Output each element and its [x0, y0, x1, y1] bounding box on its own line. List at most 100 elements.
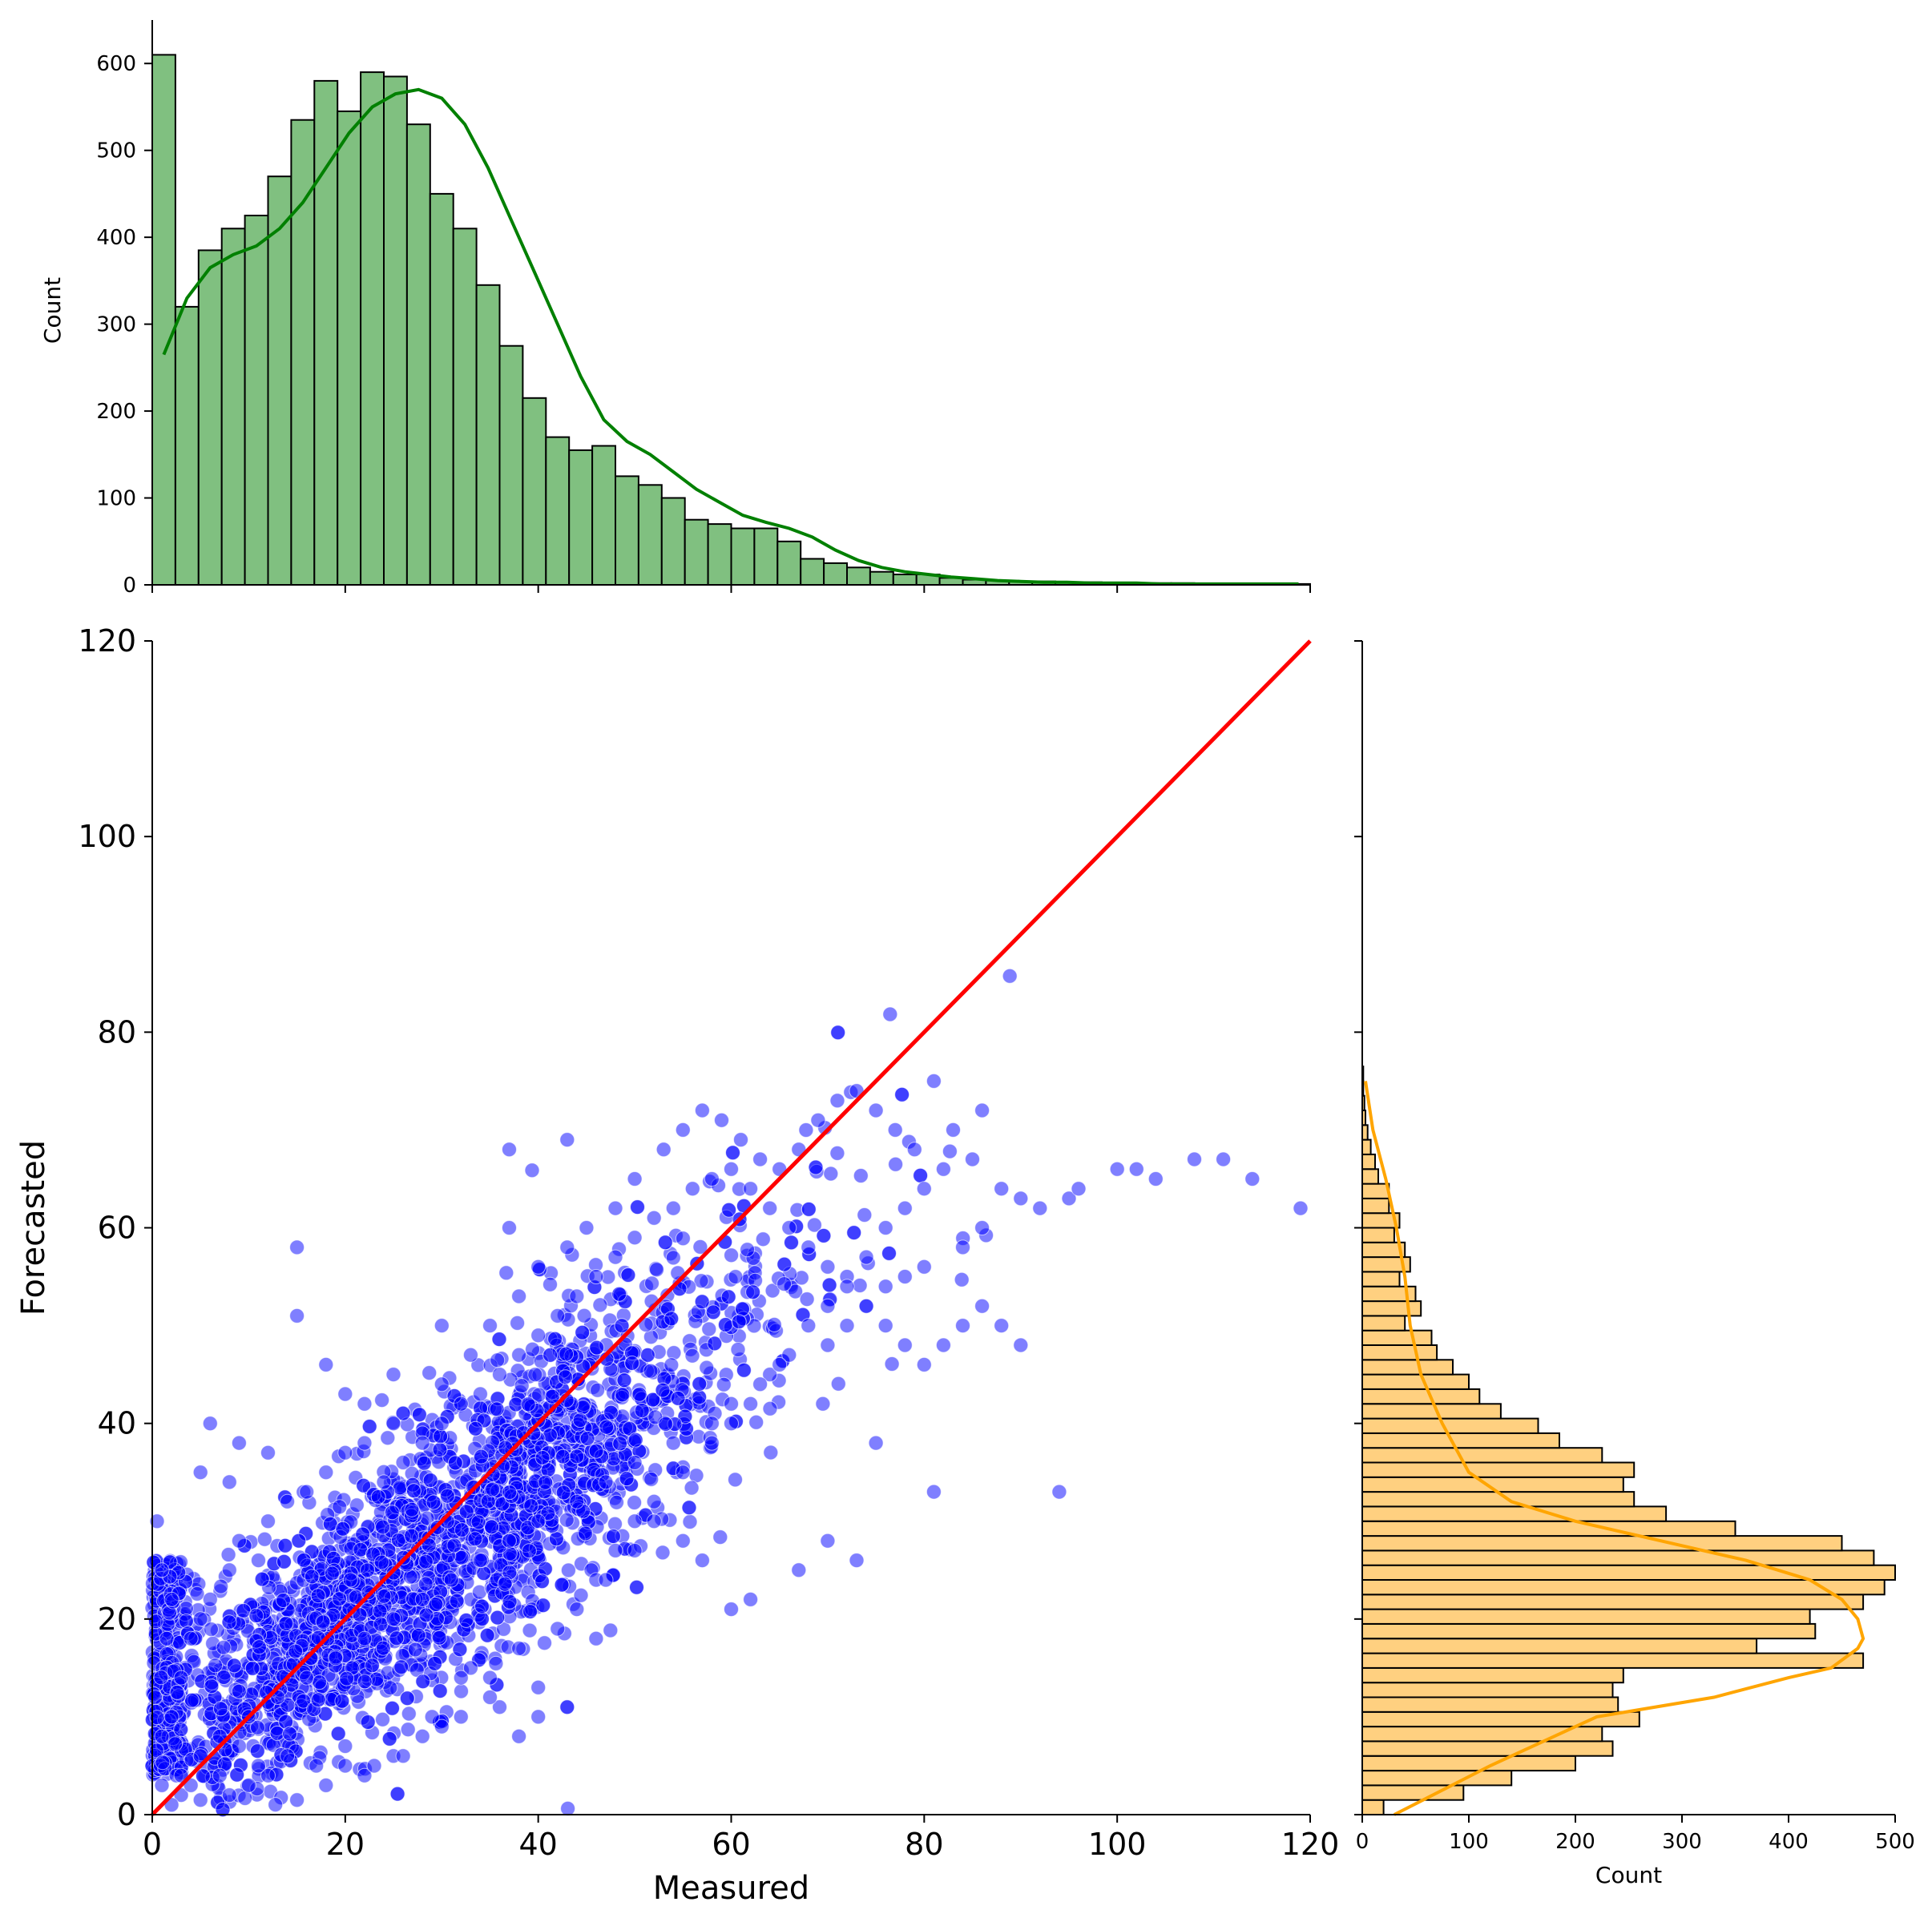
top-histogram-bar — [197, 249, 223, 586]
scatter-point — [216, 1670, 232, 1685]
scatter-point — [382, 1680, 398, 1696]
scatter-point — [624, 1356, 640, 1371]
scatter-point — [830, 1376, 846, 1392]
scatter-point — [288, 1643, 304, 1659]
scatter-point — [249, 1719, 265, 1735]
scatter-point — [815, 1396, 831, 1412]
scatter-point — [537, 1635, 552, 1651]
scatter-point — [337, 1386, 353, 1402]
scatter-point — [675, 1122, 691, 1138]
scatter-point — [395, 1405, 411, 1421]
right-histogram-bar — [1361, 1461, 1636, 1478]
right-histogram-bar — [1361, 1608, 1811, 1625]
scatter-point — [798, 1122, 814, 1138]
scatter-point — [342, 1572, 358, 1588]
x-tick-label: 80 — [905, 1827, 943, 1862]
scatter-point — [630, 1199, 645, 1215]
scatter-point — [955, 1318, 970, 1334]
scatter-point — [684, 1480, 700, 1496]
y-tick-label: 120 — [78, 623, 136, 659]
scatter-point — [163, 1709, 179, 1725]
right-histogram-bar — [1361, 1740, 1614, 1757]
scatter-point — [762, 1367, 778, 1383]
scatter-point — [852, 1278, 868, 1293]
scatter-point — [820, 1259, 836, 1275]
scatter-point — [550, 1308, 566, 1324]
scatter-point — [511, 1641, 527, 1656]
right-histogram-bar — [1361, 1696, 1619, 1713]
x-axis-label: Measured — [653, 1870, 809, 1907]
scatter-point — [731, 1314, 747, 1330]
scatter-point — [755, 1231, 771, 1247]
scatter-point — [485, 1481, 501, 1497]
scatter-point — [725, 1145, 740, 1161]
scatter-point — [446, 1537, 462, 1553]
right-histogram-bar — [1361, 1770, 1513, 1787]
scatter-point — [221, 1614, 237, 1630]
top-histogram-bar — [615, 475, 639, 586]
scatter-point — [743, 1396, 759, 1412]
scatter-point — [897, 1200, 913, 1216]
scatter-point — [434, 1416, 450, 1432]
scatter-point — [609, 1494, 624, 1510]
scatter-point — [443, 1572, 459, 1588]
scatter-axes: 0 20 40 60 80 100 120 0 20 40 60 80 100 120 — [78, 623, 1339, 1862]
scatter-point — [215, 1802, 231, 1818]
scatter-point — [707, 1336, 723, 1352]
right-x-tick-label: 200 — [1555, 1830, 1595, 1854]
scatter-point — [195, 1768, 211, 1784]
top-y-tick-label: 500 — [96, 139, 136, 163]
scatter-point — [829, 1145, 845, 1161]
scatter-point — [534, 1450, 551, 1465]
scatter-point — [375, 1711, 390, 1727]
right-histogram-bar — [1361, 1520, 1736, 1537]
right-histogram-bar — [1361, 1271, 1401, 1287]
y-tick-label: 100 — [78, 819, 136, 854]
scatter-point — [381, 1731, 397, 1747]
scatter-point — [299, 1484, 315, 1500]
scatter-point — [598, 1572, 614, 1588]
scatter-point — [645, 1392, 661, 1408]
top-histogram-axes: 0 100 200 300 400 500 600 — [96, 20, 1311, 598]
scatter-point — [289, 1792, 305, 1808]
scatter-point — [530, 1709, 547, 1725]
scatter-point — [421, 1537, 437, 1553]
scatter-point — [578, 1525, 594, 1541]
top-histogram-bar — [174, 305, 200, 586]
right-histogram-bar — [1361, 1505, 1668, 1522]
scatter-point — [296, 1693, 312, 1709]
scatter-point — [821, 1277, 837, 1293]
scatter-point — [627, 1171, 643, 1187]
scatter-point — [897, 1269, 913, 1284]
scatter-point — [704, 1435, 720, 1451]
scatter-point — [916, 1259, 932, 1275]
right-histogram-bar — [1361, 1726, 1603, 1743]
scatter-point — [411, 1407, 427, 1423]
scatter-point — [559, 1512, 575, 1528]
scatter-point — [355, 1526, 371, 1542]
scatter-point — [337, 1444, 353, 1461]
scatter-point — [752, 1151, 768, 1167]
scatter-point — [665, 1200, 681, 1216]
scatter-point — [1071, 1181, 1087, 1197]
scatter-point — [332, 1499, 348, 1515]
scatter-point — [380, 1430, 396, 1446]
scatter-point — [926, 1073, 942, 1089]
scatter-point — [823, 1166, 839, 1182]
scatter-point — [352, 1607, 368, 1623]
top-histogram-bar — [637, 484, 663, 586]
scatter-point — [572, 1412, 588, 1428]
scatter-point — [740, 1242, 756, 1258]
scatter-point — [339, 1670, 355, 1686]
right-histogram-bar — [1361, 1755, 1576, 1772]
scatter-point — [251, 1758, 266, 1774]
scatter-point — [853, 1168, 869, 1183]
scatter-point — [806, 1217, 822, 1233]
x-tick-label: 20 — [326, 1827, 365, 1862]
scatter-point — [665, 1435, 681, 1451]
scatter-point — [277, 1537, 293, 1553]
scatter-point — [724, 1161, 739, 1177]
right-histogram-bar — [1361, 1373, 1470, 1390]
y-tick-label: 0 — [117, 1797, 136, 1832]
scatter-point — [720, 1289, 736, 1305]
